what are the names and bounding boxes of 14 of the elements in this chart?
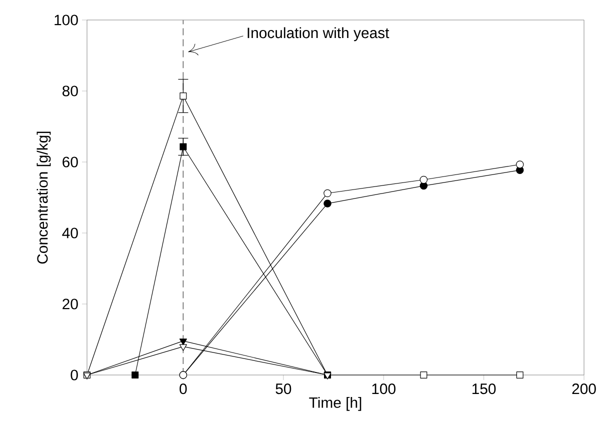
y-tick-label: 80: [62, 86, 78, 96]
y-tick-label: 0: [70, 370, 78, 380]
y-axis-title: Concentration [g/kg]: [36, 132, 51, 264]
x-tick-label: 150: [472, 384, 496, 394]
x-tick-label: 50: [276, 384, 292, 394]
y-tick-label: 20: [62, 298, 78, 310]
x-tick-label: 0: [180, 384, 187, 394]
y-tick-label: 60: [62, 156, 78, 168]
y-tick-label: 100: [54, 14, 78, 26]
y-tick-label: 40: [62, 228, 78, 238]
x-axis-title: Time [h]: [309, 396, 362, 411]
x-tick-label: 100: [372, 384, 396, 394]
x-tick-label: 200: [572, 384, 596, 394]
annotation: Inoculation with yeast: [248, 27, 390, 42]
